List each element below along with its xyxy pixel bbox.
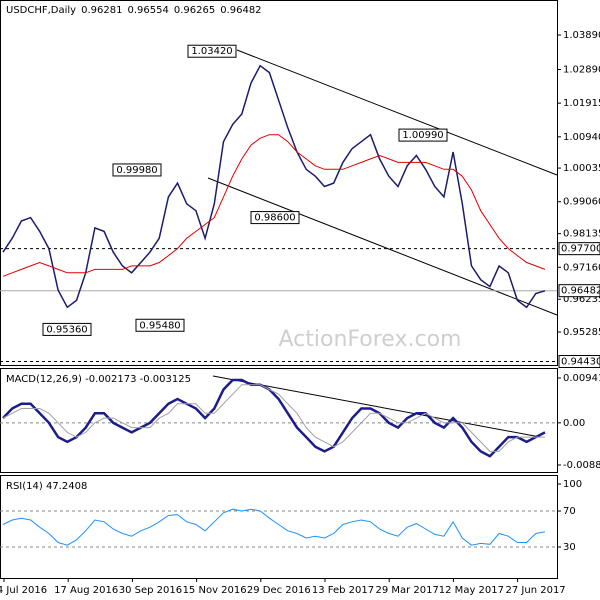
annotation-box — [42, 322, 92, 336]
chart-title: USDCHF,Daily 0.96281 0.96554 0.96265 0.96482 — [6, 5, 262, 16]
y-tick-label: 0.009411 — [563, 373, 600, 384]
level-label: 0.97700 — [561, 244, 600, 255]
x-tick-label: 30 Sep 2016 — [119, 585, 182, 596]
watermark: ActionForex.com — [279, 327, 462, 352]
y-tick-label: 1.00035 — [563, 163, 600, 174]
annotation-box — [135, 318, 185, 332]
x-tick-label: 29 Dec 2016 — [247, 585, 311, 596]
annotation-box — [187, 44, 237, 58]
trend-line — [207, 177, 558, 316]
series-line — [2, 508, 546, 546]
annotation: 0.99980 — [116, 165, 157, 176]
header-value: 0.96265 — [174, 5, 215, 16]
y-tick-label: 30 — [563, 542, 576, 553]
series-line — [2, 64, 546, 309]
y-tick-label: 0.00 — [563, 418, 585, 429]
x-tick-label: 29 Mar 2017 — [375, 585, 438, 596]
x-tick-label: 13 Feb 2017 — [312, 585, 374, 596]
y-tick-label: 1.03890 — [563, 30, 600, 41]
price-panel — [0, 0, 558, 366]
y-tick-label: 0.98135 — [563, 229, 600, 240]
level-label: 0.96482 — [561, 286, 600, 297]
rsi-panel — [0, 475, 558, 579]
x-tick-label: 15 Nov 2016 — [183, 585, 247, 596]
y-tick-label: 100 — [563, 479, 582, 490]
trend-line — [236, 49, 558, 176]
level-label-box — [558, 355, 600, 369]
chart-title: USDCHF,Daily — [6, 5, 76, 16]
series-line — [2, 378, 546, 458]
y-tick-label: 1.01915 — [563, 98, 600, 109]
annotation-box — [112, 163, 162, 177]
y-tick-label: 0.95285 — [563, 327, 600, 338]
panel-title: RSI(14) 47.2408 — [6, 481, 87, 492]
x-tick-label: 4 Jul 2016 — [0, 585, 47, 596]
level-label: 0.94430 — [561, 357, 600, 368]
annotation-box — [250, 211, 300, 225]
annotation-box — [398, 128, 448, 142]
trend-line — [212, 375, 541, 438]
annotation: 0.98600 — [254, 213, 295, 224]
y-tick-label: -0.008852 — [563, 460, 600, 471]
annotation: 0.95480 — [139, 320, 180, 331]
macd-panel — [0, 368, 558, 473]
annotation: 1.03420 — [191, 46, 232, 57]
header-value: 0.96281 — [81, 5, 122, 16]
panel-title: MACD(12,26,9) -0.002173 -0.003125 — [6, 374, 191, 385]
y-tick-label: 1.02890 — [563, 65, 600, 76]
header-value: 0.96554 — [127, 5, 168, 16]
y-tick-label: 70 — [563, 506, 576, 517]
series-line — [2, 384, 545, 452]
x-tick-label: 17 Aug 2016 — [54, 585, 118, 596]
x-tick-label: 27 Jun 2017 — [506, 585, 566, 596]
level-label-box — [558, 284, 600, 298]
annotation: 0.95360 — [46, 324, 87, 335]
series-line — [2, 134, 546, 277]
y-tick-label: 0.96235 — [563, 294, 600, 305]
annotation: 1.00990 — [402, 130, 443, 141]
level-label-box — [558, 242, 600, 256]
header-value: 0.96482 — [220, 5, 261, 16]
x-tick-label: 12 May 2017 — [439, 585, 504, 596]
